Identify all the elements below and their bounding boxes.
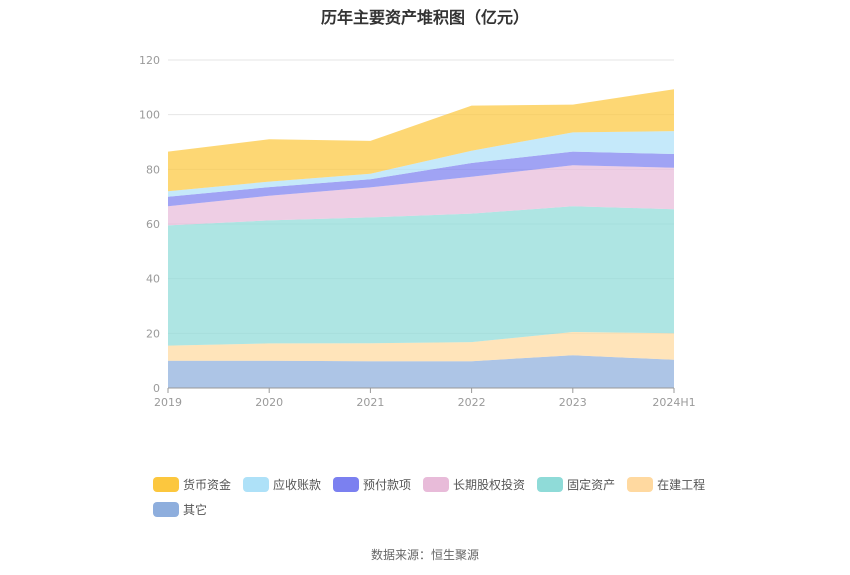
- x-tick-label: 2022: [458, 396, 486, 409]
- legend-item[interactable]: 预付款项: [333, 476, 411, 493]
- data-source: 数据来源：恒生聚源: [370, 548, 479, 562]
- legend-label: 其它: [183, 503, 208, 517]
- legend-item[interactable]: 长期股权投资: [423, 476, 525, 493]
- x-tick-label: 2020: [255, 396, 283, 409]
- x-tick-label: 2019: [154, 396, 182, 409]
- stacked-area-chart: 0 20 40 60 80 100 120 2019 2020 2021 2022 2023 2024H…: [139, 54, 696, 409]
- legend-swatch: [537, 477, 564, 492]
- area-series-4[interactable]: [168, 151, 674, 207]
- legend-item[interactable]: 应收账款: [243, 476, 321, 493]
- legend-swatch: [423, 477, 450, 492]
- legend-label: 固定资产: [567, 478, 616, 492]
- legend-item[interactable]: 固定资产: [537, 476, 615, 493]
- legend-item[interactable]: 在建工程: [627, 476, 705, 493]
- x-tick-label: 2024H1: [652, 396, 695, 409]
- legend-swatch: [243, 477, 270, 492]
- legend-label: 货币资金: [183, 478, 232, 492]
- area-series-1[interactable]: [168, 332, 674, 362]
- y-tick-label: 20: [146, 327, 160, 340]
- legend-swatch: [627, 477, 654, 492]
- y-tick-label: 0: [153, 382, 160, 395]
- legend-row-1: 货币资金 应收账款 预付款项 长期股权投资 固定资产 在建工程: [153, 472, 733, 497]
- legend-swatch: [333, 477, 360, 492]
- legend-label: 应收账款: [273, 478, 322, 492]
- x-tick-label: 2021: [356, 396, 384, 409]
- legend-row-2: 其它: [153, 497, 733, 522]
- y-tick-label: 100: [139, 109, 160, 122]
- legend-item[interactable]: 其它: [153, 501, 207, 518]
- area-series-0[interactable]: [168, 355, 674, 388]
- area-series-3[interactable]: [168, 165, 674, 226]
- y-tick-label: 80: [146, 163, 160, 176]
- legend-item[interactable]: 货币资金: [153, 476, 231, 493]
- y-tick-label: 60: [146, 218, 160, 231]
- legend-swatch: [153, 477, 179, 492]
- area-series-2[interactable]: [168, 206, 674, 346]
- legend-label: 预付款项: [363, 478, 412, 492]
- legend-swatch: [153, 502, 179, 517]
- area-series-6[interactable]: [168, 89, 674, 192]
- y-tick-label: 120: [139, 54, 160, 67]
- legend-label: 在建工程: [657, 478, 706, 492]
- chart-title: 历年主要资产堆积图（亿元）: [320, 8, 529, 27]
- legend-label: 长期股权投资: [453, 478, 526, 492]
- x-tick-label: 2023: [559, 396, 587, 409]
- y-tick-label: 40: [146, 273, 160, 286]
- legend: 货币资金 应收账款 预付款项 长期股权投资 固定资产 在建工程 其它: [153, 472, 733, 522]
- area-series-5[interactable]: [168, 131, 674, 197]
